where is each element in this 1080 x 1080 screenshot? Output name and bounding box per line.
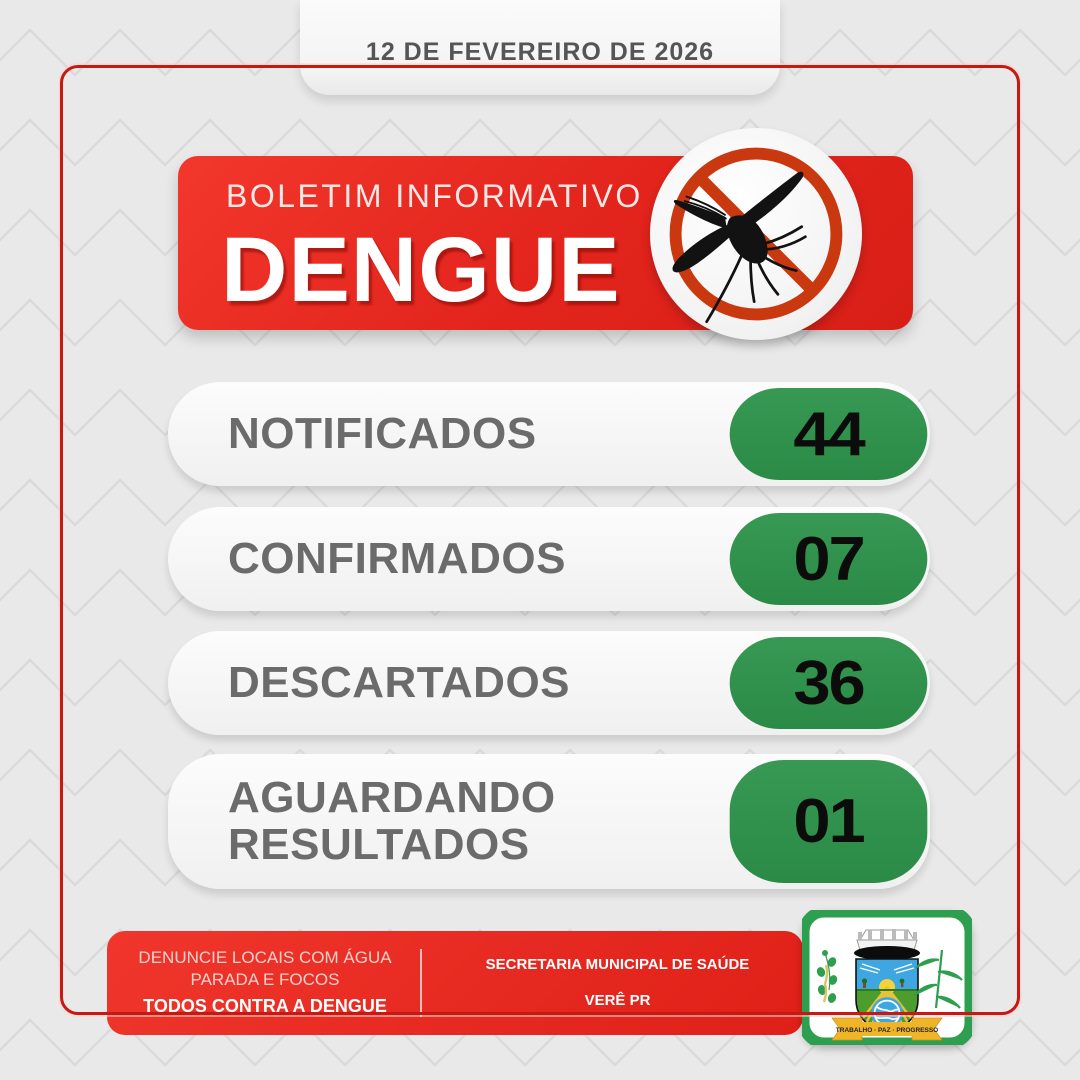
svg-text:TRABALHO · PAZ · PROGRESSO: TRABALHO · PAZ · PROGRESSO: [836, 1027, 938, 1034]
